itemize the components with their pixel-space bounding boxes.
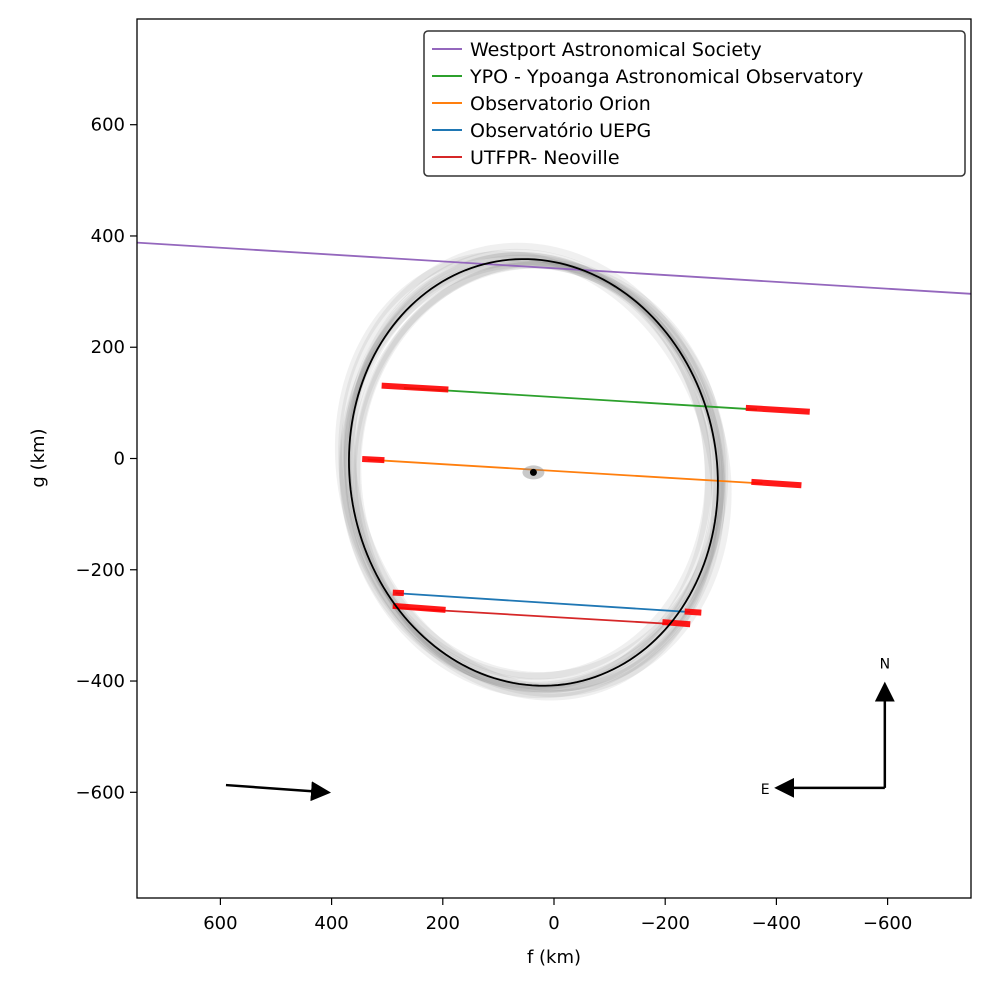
legend-entry-1: YPO - Ypoanga Astronomical Observatory — [469, 66, 863, 88]
x-tick-label-0: 600 — [203, 913, 237, 934]
legend-entry-3: Observatório UEPG — [470, 120, 651, 142]
uncertainty-ellipse-7 — [334, 250, 719, 701]
uncertainty-ellipse-11 — [344, 254, 732, 697]
chord-error-bar-5 — [684, 608, 702, 616]
chord-line-0 — [137, 241, 971, 295]
y-tick-label-6: −600 — [76, 782, 125, 803]
y-tick-label-4: −200 — [76, 560, 125, 581]
motion-direction-arrow — [225, 781, 332, 802]
uncertainty-ellipse-8 — [354, 259, 726, 679]
y-tick-label-1: 400 — [91, 226, 125, 247]
y-tick-label-3: 0 — [114, 449, 125, 470]
plot-area — [137, 241, 971, 701]
x-tick-label-4: −200 — [640, 913, 689, 934]
x-tick-label-6: −600 — [863, 913, 912, 934]
uncertainty-ellipse-9 — [338, 257, 726, 699]
axes: 600 400 200 0 −200 −400 −600 600 400 200 0 −200 −400… — [76, 115, 913, 934]
y-tick-label-2: 200 — [91, 337, 125, 358]
chord-line-1 — [403, 386, 757, 411]
x-tick-label-5: −400 — [752, 913, 801, 934]
uncertainty-ellipse-5 — [338, 242, 725, 694]
legend: Westport Astronomical Society YPO - Ypoan… — [423, 30, 966, 177]
x-tick-label-2: 200 — [426, 913, 460, 934]
chord-error-bar-3 — [751, 478, 802, 489]
legend-entry-0: Westport Astronomical Society — [470, 39, 762, 61]
x-tick-label-1: 400 — [314, 913, 348, 934]
x-tick-label-3: 0 — [548, 913, 559, 934]
legend-entry-4: UTFPR- Neoville — [470, 147, 620, 169]
chord-error-bar-1 — [745, 404, 810, 415]
y-tick-label-5: −400 — [76, 671, 125, 692]
uncertainty-ellipse-10 — [346, 258, 712, 680]
overlays: NE — [225, 657, 895, 802]
compass-east-label: E — [761, 782, 770, 798]
uncertainty-ellipse-4 — [349, 261, 729, 686]
chord-line-2 — [367, 458, 763, 485]
legend-box — [423, 30, 966, 177]
chord-error-bar-2 — [362, 456, 385, 464]
y-axis-label: g (km) — [28, 428, 49, 487]
chord-error-bar-6 — [392, 602, 446, 613]
x-axis-label: f (km) — [527, 947, 581, 968]
chord-error-bar-4 — [392, 589, 405, 597]
y-tick-label-0: 600 — [91, 115, 125, 136]
chord-line-3 — [395, 592, 691, 613]
compass-north-label: N — [880, 657, 890, 673]
center-marker — [529, 468, 537, 476]
chord-error-bar-7 — [662, 619, 691, 628]
fitted-ellipse — [348, 258, 719, 687]
legend-entry-2: Observatorio Orion — [470, 93, 651, 115]
uncertainty-ellipse-6 — [352, 261, 719, 693]
chord-error-bar-0 — [381, 382, 449, 393]
